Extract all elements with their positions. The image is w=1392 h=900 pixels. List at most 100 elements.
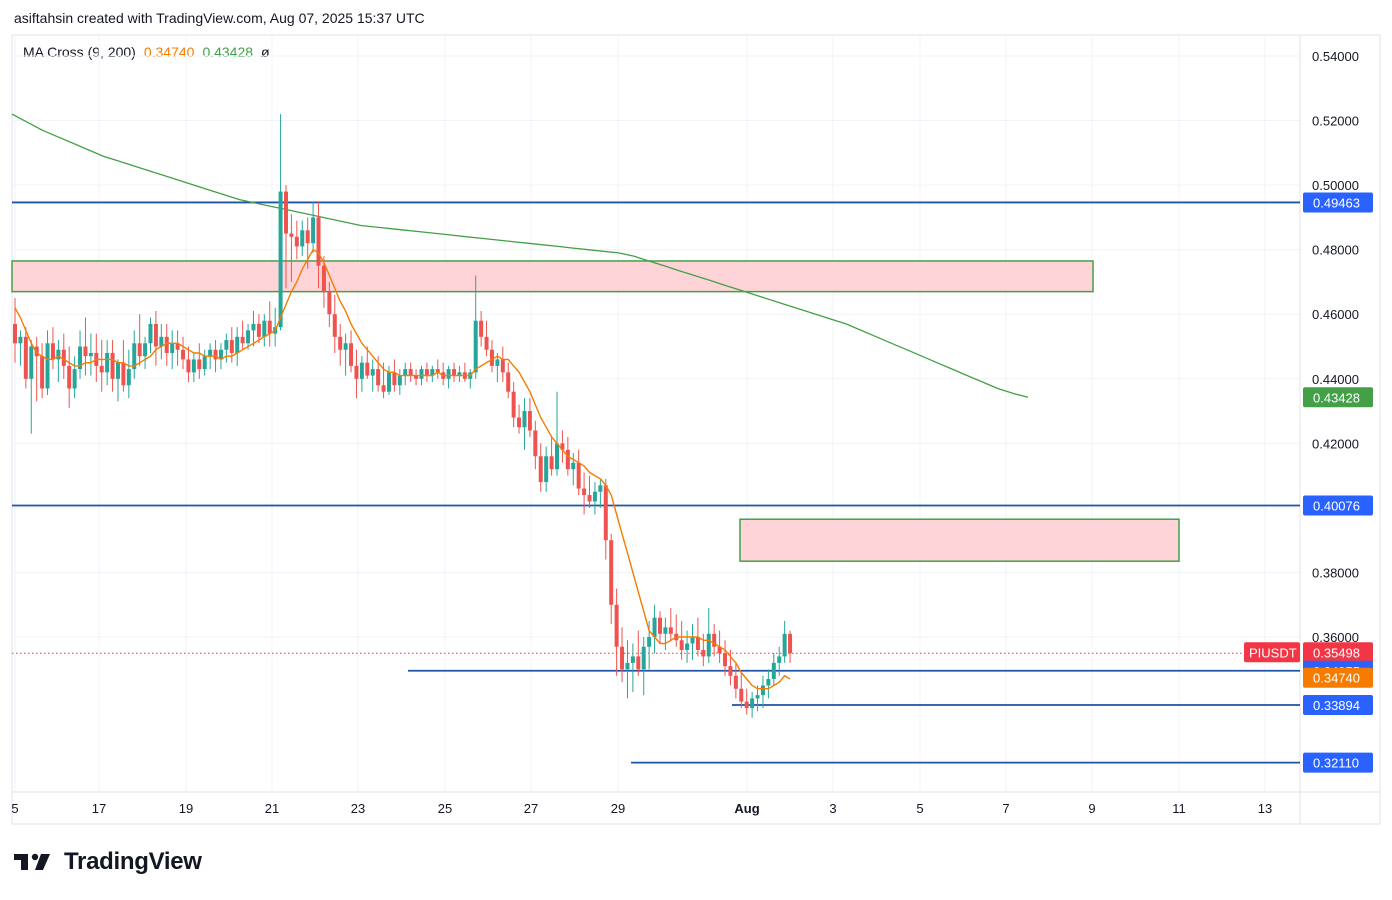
date-tick-label: 23: [351, 801, 365, 816]
candle-body: [300, 230, 305, 247]
current-price-text: 0.35498: [1313, 645, 1360, 660]
fast-ma-line: [14, 248, 791, 690]
candle-body: [663, 627, 668, 634]
date-tick-label: 5: [11, 801, 18, 816]
candle-body: [788, 633, 793, 654]
level-tag-bg: [1303, 192, 1373, 213]
candle-body: [695, 637, 700, 650]
candle-body: [576, 462, 581, 489]
candle-body: [72, 369, 77, 389]
candle-body: [381, 385, 386, 392]
price-tags: 0.494630.434280.400760.3549822:20PIUSDT0…: [1244, 192, 1373, 773]
candle-body: [771, 662, 776, 680]
level-tag-text: 0.33894: [1313, 698, 1360, 713]
candle-body: [452, 369, 457, 376]
candle-body: [45, 343, 50, 389]
candle-body: [105, 352, 110, 373]
level-tag-text: 0.49463: [1313, 195, 1360, 210]
date-tick-label: 25: [438, 801, 452, 816]
candle-body: [56, 349, 61, 360]
candle-body: [739, 688, 744, 702]
candle-body: [213, 349, 218, 360]
candle-body: [305, 230, 310, 244]
candle-body: [327, 291, 332, 315]
candle-body: [419, 369, 424, 379]
candle-body: [175, 343, 180, 350]
chart-attribution: asiftahsin created with TradingView.com,…: [14, 10, 425, 26]
candle-body: [191, 359, 196, 373]
time-axis[interactable]: 5 17 19 21 23 25 27 29 Aug 3 5 7 9 11 13: [11, 801, 1272, 816]
price-tick-label: 0.38000: [1312, 565, 1359, 580]
candle-body: [479, 320, 484, 337]
fast-ma-path: [14, 248, 791, 690]
candle-body: [527, 411, 532, 431]
candle-body: [495, 359, 500, 366]
candle-body: [701, 649, 706, 657]
candle-body: [506, 372, 511, 392]
slow-ma-line: [11, 113, 1029, 398]
candle-body: [208, 349, 213, 357]
candle-body: [511, 391, 516, 418]
candle-body: [338, 336, 343, 350]
level-tag-bg: [1303, 495, 1373, 516]
price-axis[interactable]: 0.54000 0.52000 0.50000 0.48000 0.46000 0.440…: [1312, 49, 1359, 645]
candle-body: [630, 656, 635, 663]
candle-body: [712, 633, 717, 647]
candle-body: [202, 356, 207, 370]
candle-body: [13, 323, 17, 344]
candle-body: [332, 314, 337, 337]
candle-body: [620, 646, 625, 670]
candle-body: [392, 372, 397, 386]
date-tick-label: 27: [524, 801, 538, 816]
level-tag-text: 0.40076: [1313, 498, 1360, 513]
candle-body: [170, 343, 175, 353]
date-tick-label: 17: [92, 801, 106, 816]
candle-body: [121, 362, 126, 386]
date-tick-label: Aug: [734, 801, 759, 816]
date-tick-label: 3: [829, 801, 836, 816]
slow-ma-tag-bg: [1303, 387, 1373, 408]
candle-body: [153, 323, 158, 347]
candle-body: [61, 349, 66, 366]
tradingview-logo[interactable]: TradingView: [14, 848, 202, 876]
candle-body: [657, 617, 662, 634]
candle-body: [235, 336, 240, 353]
candle-body: [278, 191, 283, 328]
slow-ma-tag-text: 0.43428: [1313, 390, 1360, 405]
supply-zone: [739, 518, 1180, 562]
candle-body: [782, 633, 787, 657]
candle-body: [544, 456, 549, 483]
candle-body: [717, 646, 722, 654]
candle-body: [457, 372, 462, 376]
price-tick-label: 0.48000: [1312, 243, 1359, 258]
candle-body: [446, 369, 451, 379]
candle-body: [78, 346, 83, 370]
candle-body: [435, 369, 440, 373]
candle-body: [403, 369, 408, 376]
visibility-icon[interactable]: ø: [261, 44, 270, 60]
candle-body: [598, 485, 603, 492]
candle-body: [83, 346, 88, 357]
candle-body: [766, 679, 771, 686]
candle-body: [706, 633, 711, 657]
grid: [11, 34, 1381, 825]
plot-frame: [11, 34, 1381, 825]
candle-body: [343, 343, 348, 350]
candle-body: [262, 320, 267, 337]
date-tick-label: 7: [1002, 801, 1009, 816]
candle-body: [376, 369, 381, 386]
candle-body: [636, 656, 641, 670]
candle-body: [284, 191, 288, 234]
candle-body: [246, 330, 251, 344]
candle-body: [549, 456, 554, 470]
supply-zone: [11, 260, 1094, 293]
symbol-tag-text: PIUSDT: [1249, 645, 1297, 660]
supply-zones: [11, 260, 1180, 562]
candle-body: [251, 323, 256, 331]
candle-body: [386, 372, 391, 392]
candle-body: [728, 666, 733, 676]
candle-body: [582, 488, 587, 496]
candle-body: [132, 343, 137, 370]
candle-body: [744, 701, 749, 709]
